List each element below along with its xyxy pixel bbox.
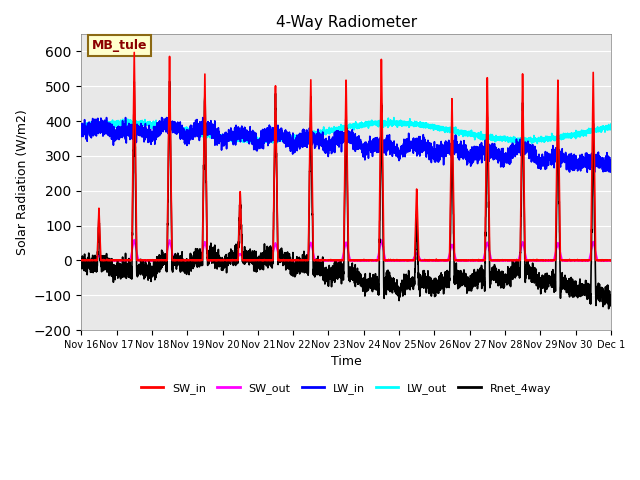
SW_out (326, 257, 334, 263)
SW_in (131, 49, 138, 55)
SW_in (326, 258, 334, 264)
LW_out (534, 141, 541, 146)
LW_out (173, 122, 180, 128)
LW_in (173, 122, 180, 128)
SW_out (489, 258, 497, 264)
SW_in (607, 257, 614, 263)
Y-axis label: Solar Radiation (W/m2): Solar Radiation (W/m2) (15, 109, 28, 255)
SW_out (131, 237, 138, 242)
LW_in (102, 115, 110, 120)
SW_out (77, 258, 85, 264)
LW_in (77, 121, 85, 127)
X-axis label: Time: Time (331, 355, 362, 369)
Rnet_4way (607, 297, 614, 302)
Legend: SW_in, SW_out, LW_in, LW_out, Rnet_4way: SW_in, SW_out, LW_in, LW_out, Rnet_4way (137, 379, 556, 399)
Rnet_4way (495, 270, 502, 276)
Line: SW_in: SW_in (81, 52, 611, 261)
Rnet_4way (326, 276, 334, 281)
Rnet_4way (605, 306, 612, 312)
LW_in (607, 165, 614, 170)
LW_out (390, 115, 397, 120)
LW_in (326, 144, 334, 150)
SW_out (465, 258, 472, 264)
LW_in (465, 152, 472, 157)
SW_in (77, 258, 85, 264)
SW_in (607, 258, 614, 264)
Rnet_4way (173, 255, 180, 261)
SW_in (77, 257, 85, 263)
Rnet_4way (77, 256, 85, 262)
LW_out (495, 136, 502, 142)
LW_out (77, 123, 85, 129)
LW_in (607, 163, 614, 168)
SW_in (173, 258, 180, 264)
Rnet_4way (166, 78, 173, 84)
Rnet_4way (435, 282, 443, 288)
SW_out (607, 258, 614, 264)
SW_out (607, 258, 614, 264)
Title: 4-Way Radiometer: 4-Way Radiometer (275, 15, 417, 30)
LW_in (435, 148, 443, 154)
LW_out (465, 129, 472, 135)
Rnet_4way (465, 281, 472, 287)
Line: LW_in: LW_in (81, 118, 611, 172)
SW_in (465, 258, 472, 264)
LW_out (607, 121, 614, 127)
LW_in (591, 169, 598, 175)
Text: MB_tule: MB_tule (92, 39, 147, 52)
SW_out (435, 257, 443, 263)
Line: LW_out: LW_out (81, 118, 611, 144)
Line: SW_out: SW_out (81, 240, 611, 261)
SW_out (173, 258, 180, 264)
Rnet_4way (607, 297, 614, 303)
LW_out (435, 125, 443, 131)
LW_out (607, 125, 614, 131)
LW_out (326, 128, 334, 134)
Line: Rnet_4way: Rnet_4way (81, 81, 611, 309)
SW_in (436, 257, 444, 263)
SW_in (495, 258, 502, 264)
SW_out (495, 258, 502, 264)
LW_in (495, 148, 502, 154)
